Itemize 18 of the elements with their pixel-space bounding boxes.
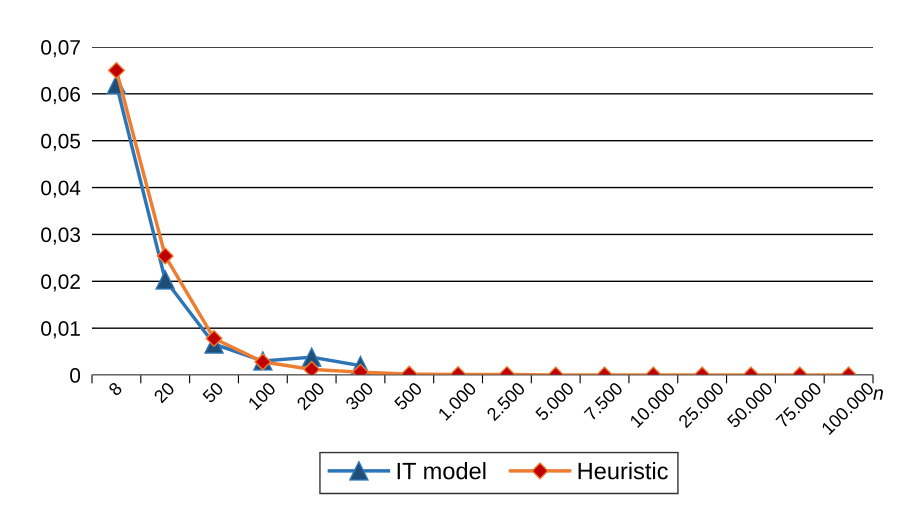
x-tick-label: 100 xyxy=(248,381,276,410)
legend-label: Heuristic xyxy=(578,462,668,480)
x-axis-title: n xyxy=(873,389,883,400)
y-tick-label: 0,06 xyxy=(41,86,80,104)
y-tick-label: 0,05 xyxy=(41,134,80,151)
y-tick-label: 0,04 xyxy=(41,180,80,198)
y-tick-label: 0,03 xyxy=(41,227,80,245)
y-tick-label: 0 xyxy=(70,368,80,383)
legend-label: IT model xyxy=(398,462,486,480)
y-tick-label: 0,07 xyxy=(41,40,80,58)
y-tick-label: 0,02 xyxy=(41,274,80,292)
x-tick-label: 20 xyxy=(153,381,176,404)
x-tick-label: 300 xyxy=(344,381,374,411)
x-tick-label: 8 xyxy=(108,381,123,396)
x-tick-label: 50 xyxy=(202,381,224,404)
x-tick-label: 200 xyxy=(296,381,326,411)
x-tick-label: 500 xyxy=(394,381,423,411)
y-tick-label: 0,01 xyxy=(41,321,80,338)
